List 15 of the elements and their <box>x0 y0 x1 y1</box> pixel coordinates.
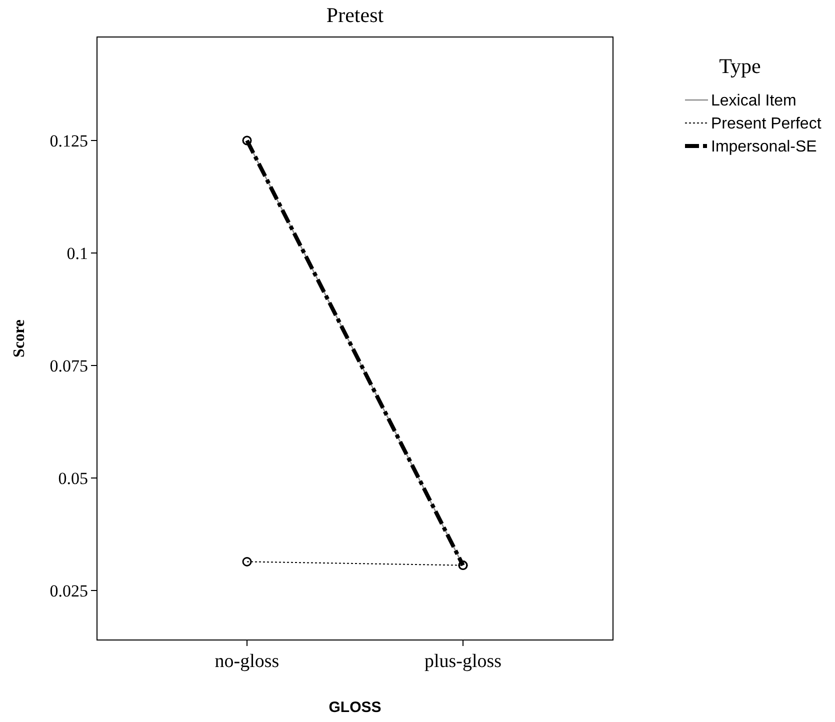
x-tick-label: no-gloss <box>214 651 280 672</box>
y-tick-label: 0.025 <box>50 581 88 600</box>
chart-title: Pretest <box>326 3 384 27</box>
y-axis-title: Score <box>11 320 28 358</box>
point <box>242 556 252 566</box>
legend-label: Lexical Item <box>711 92 796 110</box>
legend-label: Present Perfect <box>711 116 822 133</box>
legend-label: Impersonal-SE <box>711 138 817 156</box>
y-tick-label: 0.1 <box>66 244 88 263</box>
y-tick-label: 0.125 <box>50 131 88 150</box>
x-axis-title: GLOSS <box>328 699 382 716</box>
x-tick-label: plus-gloss <box>424 651 502 672</box>
y-tick-label: 0.075 <box>50 356 88 376</box>
y-tick-label: 0.05 <box>58 468 88 488</box>
legend-title: Type <box>719 54 761 78</box>
